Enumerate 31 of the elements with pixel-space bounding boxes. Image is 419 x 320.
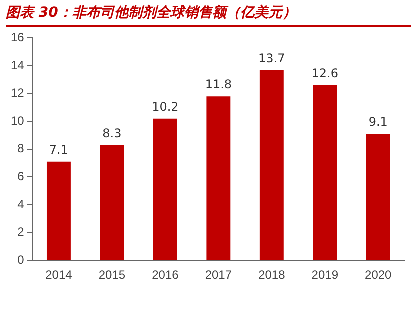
bar: [366, 134, 390, 260]
chart-title: 图表 30：非布司他制剂全球销售额（亿美元）: [6, 4, 411, 27]
data-label: 8.3: [102, 126, 122, 140]
bar: [153, 118, 178, 260]
y-tick-label: 6: [18, 170, 25, 184]
y-tick-label: 12: [10, 86, 25, 100]
y-tick-label: 2: [18, 225, 25, 240]
y-tick-label: 8: [18, 142, 25, 156]
bar: [206, 96, 231, 260]
y-tick-label: 14: [10, 58, 25, 72]
x-tick-label: 2014: [46, 268, 73, 282]
bar: [313, 85, 338, 260]
data-label: 10.2: [152, 100, 179, 114]
data-label: 9.1: [368, 115, 388, 130]
data-label: 13.7: [258, 51, 286, 66]
y-tick-label: 0: [18, 252, 25, 267]
y-tick-label: 16: [10, 30, 25, 45]
x-tick-label: 2015: [98, 268, 126, 282]
data-label: 11.8: [205, 78, 232, 92]
bar: [100, 145, 124, 260]
data-label: 7.1: [49, 143, 69, 158]
x-tick-label: 2017: [205, 268, 232, 282]
bar: [46, 162, 71, 260]
x-tick-label: 2020: [365, 268, 392, 282]
data-label: 12.6: [312, 66, 339, 81]
x-tick-label: 2016: [152, 268, 180, 282]
bar: [260, 70, 284, 260]
x-tick-label: 2019: [312, 268, 339, 282]
y-tick-label: 10: [10, 114, 25, 128]
y-tick-label: 4: [18, 197, 25, 212]
x-tick-label: 2018: [258, 268, 286, 282]
